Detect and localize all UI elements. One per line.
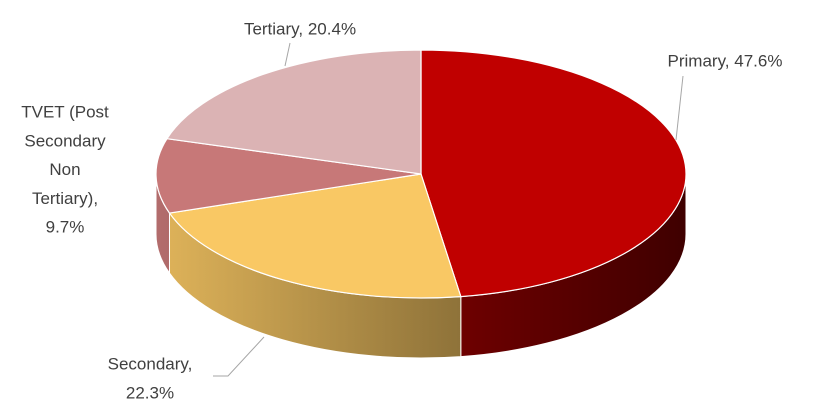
leader-line xyxy=(284,42,291,67)
slice xyxy=(168,173,462,299)
data-label: 22.3% xyxy=(126,383,174,401)
data-label: Primary, 47.6% xyxy=(668,51,783,70)
data-label: Tertiary), xyxy=(32,189,98,208)
slice xyxy=(155,138,422,214)
data-label: Non xyxy=(49,160,80,179)
leader-line xyxy=(675,75,684,141)
data-label: Secondary xyxy=(24,131,106,150)
data-label: Secondary, xyxy=(108,354,193,373)
data-label: Tertiary, 20.4% xyxy=(244,19,356,38)
slice xyxy=(420,49,687,298)
data-label: 9.7% xyxy=(46,218,85,237)
leader-line xyxy=(213,336,265,377)
slice xyxy=(165,49,422,175)
data-label: TVET (Post xyxy=(21,102,109,121)
